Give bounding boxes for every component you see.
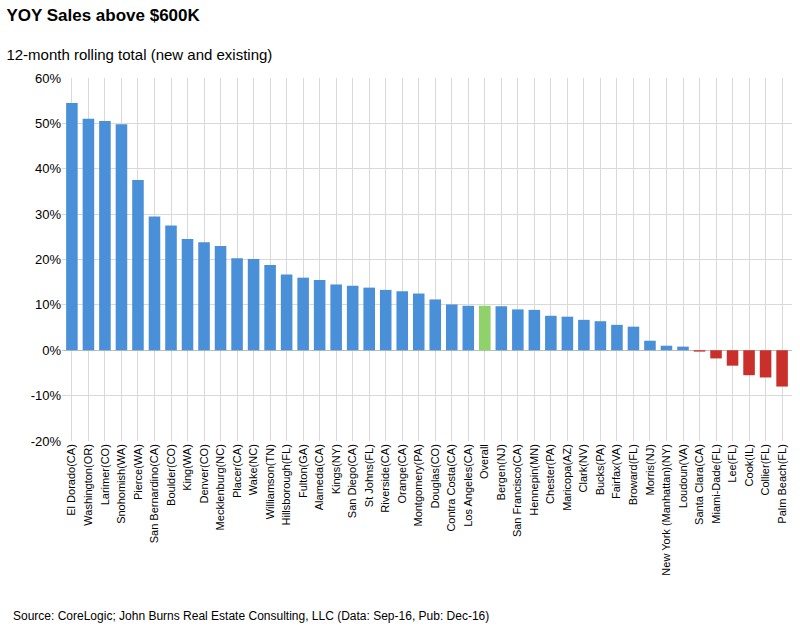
svg-text:St Johns(FL): St Johns(FL) <box>363 444 375 507</box>
svg-text:Larimer(CO): Larimer(CO) <box>99 444 111 505</box>
svg-text:San Bernardino(CA): San Bernardino(CA) <box>148 444 160 543</box>
svg-text:Miami-Dade(FL): Miami-Dade(FL) <box>710 444 722 523</box>
svg-text:Snohomish(WA): Snohomish(WA) <box>115 444 127 524</box>
svg-text:Cook(IL): Cook(IL) <box>743 444 755 486</box>
svg-text:Williamson(TN): Williamson(TN) <box>264 444 276 519</box>
svg-text:Clark(NV): Clark(NV) <box>577 444 589 492</box>
svg-text:-10%: -10% <box>31 388 62 403</box>
svg-text:Bucks(PA): Bucks(PA) <box>594 444 606 495</box>
svg-text:Hennepin(MN): Hennepin(MN) <box>528 444 540 516</box>
svg-text:Washington(OR): Washington(OR) <box>82 444 94 526</box>
svg-text:Maricopa(AZ): Maricopa(AZ) <box>561 444 573 511</box>
svg-text:30%: 30% <box>35 207 61 222</box>
svg-text:Source: CoreLogic; John Burns: Source: CoreLogic; John Burns Real Estat… <box>13 609 489 623</box>
svg-text:50%: 50% <box>35 116 61 131</box>
svg-text:King(WA): King(WA) <box>181 444 193 491</box>
svg-text:Collier(FL): Collier(FL) <box>759 444 771 495</box>
svg-text:Fairfax(VA): Fairfax(VA) <box>611 444 623 499</box>
svg-text:Boulder(CO): Boulder(CO) <box>165 444 177 506</box>
svg-text:Mecklenburg(NC): Mecklenburg(NC) <box>214 444 226 530</box>
svg-text:El Dorado(CA): El Dorado(CA) <box>65 444 77 516</box>
svg-text:Contra Costa(CA): Contra Costa(CA) <box>445 444 457 531</box>
svg-text:Morris(NJ): Morris(NJ) <box>644 444 656 495</box>
svg-text:20%: 20% <box>35 252 61 267</box>
svg-text:40%: 40% <box>35 161 61 176</box>
svg-text:Bergen(NJ): Bergen(NJ) <box>495 444 507 500</box>
svg-text:Los Angeles(CA): Los Angeles(CA) <box>462 444 474 527</box>
svg-text:Douglas(CO): Douglas(CO) <box>429 444 441 508</box>
svg-text:Kings(NY): Kings(NY) <box>330 444 342 494</box>
svg-text:Lee(FL): Lee(FL) <box>726 444 738 483</box>
svg-text:12-month rolling total (new an: 12-month rolling total (new and existing… <box>6 46 272 63</box>
svg-text:Denver(CO): Denver(CO) <box>198 444 210 503</box>
svg-text:Pierce(WA): Pierce(WA) <box>132 444 144 500</box>
svg-text:Overall: Overall <box>478 444 490 479</box>
svg-text:Hillsborough(FL): Hillsborough(FL) <box>280 444 292 525</box>
svg-text:Palm Beach(FL): Palm Beach(FL) <box>776 444 788 523</box>
svg-text:-20%: -20% <box>31 434 62 449</box>
svg-text:Santa Clara(CA): Santa Clara(CA) <box>693 444 705 525</box>
svg-text:Chester(PA): Chester(PA) <box>544 444 556 504</box>
svg-text:San Diego(CA): San Diego(CA) <box>346 444 358 518</box>
svg-text:0%: 0% <box>42 343 61 358</box>
svg-text:Alameda(CA): Alameda(CA) <box>313 444 325 510</box>
svg-text:New York (Manhattan)(NY): New York (Manhattan)(NY) <box>660 444 672 575</box>
svg-text:Orange(CA): Orange(CA) <box>396 444 408 503</box>
svg-text:Montgomery(PA): Montgomery(PA) <box>412 444 424 526</box>
svg-text:10%: 10% <box>35 297 61 312</box>
svg-text:Placer(CA): Placer(CA) <box>231 444 243 498</box>
svg-text:60%: 60% <box>35 71 61 86</box>
svg-text:Wake(NC): Wake(NC) <box>247 444 259 495</box>
svg-text:Broward(FL): Broward(FL) <box>627 444 639 505</box>
svg-text:Loudoun(VA): Loudoun(VA) <box>677 444 689 508</box>
svg-text:Riverside(CA): Riverside(CA) <box>379 444 391 512</box>
svg-text:Fulton(GA): Fulton(GA) <box>297 444 309 498</box>
svg-text:San Francisco(CA): San Francisco(CA) <box>511 444 523 537</box>
svg-text:YOY Sales above $600K: YOY Sales above $600K <box>6 6 200 25</box>
